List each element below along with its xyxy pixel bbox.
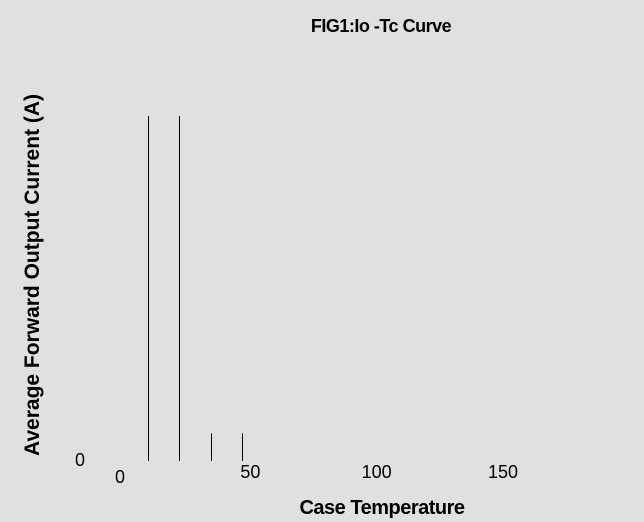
y-tick-labels: 0 [75,450,85,470]
chart-title: FIG1:Io -Tc Curve [311,16,452,36]
x-tick-label-100: 100 [362,462,392,482]
bar-series [148,116,243,461]
x-tick-label-0: 0 [115,467,125,487]
x-tick-labels: 0 50 100 150 [115,462,518,487]
x-tick-label-150: 150 [488,462,518,482]
x-tick-label-50: 50 [240,462,260,482]
x-axis-label: Case Temperature [299,497,464,519]
y-tick-label-0: 0 [75,450,85,470]
y-axis-label: Average Forward Output Current (A) [21,94,44,456]
